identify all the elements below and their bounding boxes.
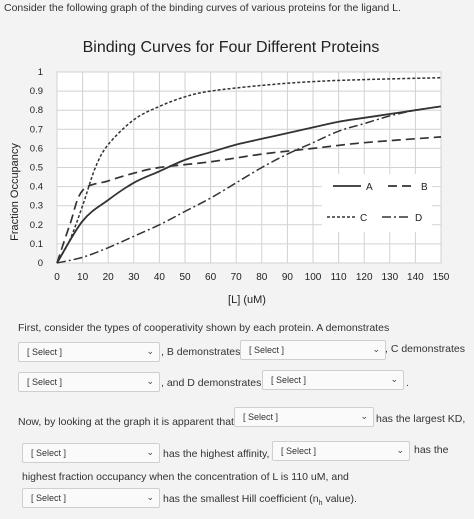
x-tick-label: 140 <box>407 272 424 283</box>
chart-svg: Binding Curves for Four Different Protei… <box>9 39 450 306</box>
intro-text: Consider the following graph of the bind… <box>4 2 401 14</box>
x-axis-label: [L] (uM) <box>228 294 266 306</box>
select-d-cooperativity[interactable]: [ Select ] ⌄ <box>262 370 404 390</box>
series-line-b <box>56 136 442 264</box>
y-tick-label: 0.8 <box>30 105 43 116</box>
chevron-down-icon: ⌄ <box>396 445 404 455</box>
x-tick-label: 120 <box>356 272 373 283</box>
select-a-cooperativity[interactable]: [ Select ] ⌄ <box>18 342 160 362</box>
chevron-down-icon: ⌄ <box>390 374 398 384</box>
select-highest-affinity[interactable]: [ Select ] ⌄ <box>22 443 160 463</box>
y-tick-label: 0.5 <box>30 163 43 174</box>
y-tick-label: 0.9 <box>30 86 43 97</box>
legend-label-a: A <box>366 182 373 193</box>
series-line-c <box>56 76 442 264</box>
y-tick-label: 0.4 <box>30 182 43 193</box>
chart-grid <box>56 71 442 264</box>
chevron-down-icon: ⌄ <box>146 376 154 386</box>
y-tick-label: 0.6 <box>30 143 43 154</box>
x-tick-label: 110 <box>331 272 347 283</box>
highest-fraction-text: highest fraction occupancy when the conc… <box>22 471 349 483</box>
chart-series <box>56 76 442 264</box>
legend-label-b: B <box>421 182 428 193</box>
select-label: [ Select ] <box>249 345 285 355</box>
x-tick-label: 130 <box>381 272 398 283</box>
select-label: [ Select ] <box>27 347 63 357</box>
x-tick-label: 90 <box>282 272 294 283</box>
x-tick-label: 80 <box>256 272 268 283</box>
chevron-down-icon: ⌄ <box>372 344 380 354</box>
c-demonstrates-text: , C demonstrates <box>385 343 465 355</box>
select-c-cooperativity[interactable]: [ Select ] ⌄ <box>18 372 160 392</box>
period-text: . <box>406 377 409 389</box>
y-tick-label: 1 <box>38 67 43 78</box>
y-tick-label: 0.1 <box>30 239 43 250</box>
x-tick-label: 10 <box>77 272 89 283</box>
select-b-cooperativity[interactable]: [ Select ] ⌄ <box>240 340 386 360</box>
select-largest-kd[interactable]: [ Select ] ⌄ <box>234 407 374 427</box>
chevron-down-icon: ⌄ <box>146 492 154 502</box>
select-label: [ Select ] <box>271 375 307 385</box>
chart-title: Binding Curves for Four Different Protei… <box>83 39 380 56</box>
binding-curves-chart: Binding Curves for Four Different Protei… <box>0 24 474 324</box>
y-tick-label: 0 <box>38 258 43 269</box>
legend-label-c: C <box>360 213 367 224</box>
series-line-a <box>56 105 442 264</box>
d-demonstrates-text: , and D demonstrates <box>161 377 262 389</box>
x-tick-label: 20 <box>103 272 115 283</box>
hill-subscript: h <box>318 500 323 508</box>
select-label: [ Select ] <box>31 493 67 503</box>
legend-label-d: D <box>415 213 422 224</box>
select-label: [ Select ] <box>31 448 67 458</box>
x-tick-label: 40 <box>154 272 166 283</box>
b-demonstrates-text: , B demonstrates <box>161 346 241 358</box>
chart-ticks: 0 10 20 30 40 50 60 70 80 90 100 110 120 130 140 150 0 0.… <box>30 67 450 283</box>
smallest-hill-text: has the smallest Hill coefficient (nh va… <box>163 493 357 507</box>
smallest-hill-label: has the smallest Hill coefficient (n <box>163 493 319 505</box>
question-1-text: First, consider the types of cooperativi… <box>18 322 390 334</box>
chevron-down-icon: ⌄ <box>146 346 154 356</box>
legend-box <box>322 174 432 232</box>
chevron-down-icon: ⌄ <box>360 411 368 421</box>
select-smallest-hill[interactable]: [ Select ] ⌄ <box>22 488 160 508</box>
select-label: [ Select ] <box>27 377 63 387</box>
x-tick-label: 30 <box>128 272 140 283</box>
chart-legend: A B C D <box>322 174 432 232</box>
y-tick-label: 0.7 <box>30 124 43 135</box>
x-tick-label: 0 <box>54 272 60 283</box>
x-tick-label: 50 <box>179 272 191 283</box>
select-label: [ Select ] <box>281 446 317 456</box>
x-tick-label: 70 <box>231 272 243 283</box>
chevron-down-icon: ⌄ <box>146 447 154 457</box>
select-highest-fraction[interactable]: [ Select ] ⌄ <box>272 441 410 461</box>
y-tick-label: 0.2 <box>30 220 43 231</box>
x-tick-label: 100 <box>305 272 322 283</box>
x-tick-label: 150 <box>433 272 450 283</box>
largest-kd-text: has the largest KD, <box>376 413 466 425</box>
question-2-text: Now, by looking at the graph it is appar… <box>18 416 234 428</box>
x-tick-label: 60 <box>205 272 217 283</box>
select-label: [ Select ] <box>243 412 279 422</box>
highest-affinity-text: has the highest affinity, <box>163 448 270 460</box>
has-the-text: has the <box>414 444 449 456</box>
y-axis-label: Fraction Occupancy <box>9 143 21 241</box>
hill-end-label: value). <box>322 493 357 505</box>
y-tick-label: 0.3 <box>30 201 43 212</box>
series-line-d <box>56 105 442 264</box>
